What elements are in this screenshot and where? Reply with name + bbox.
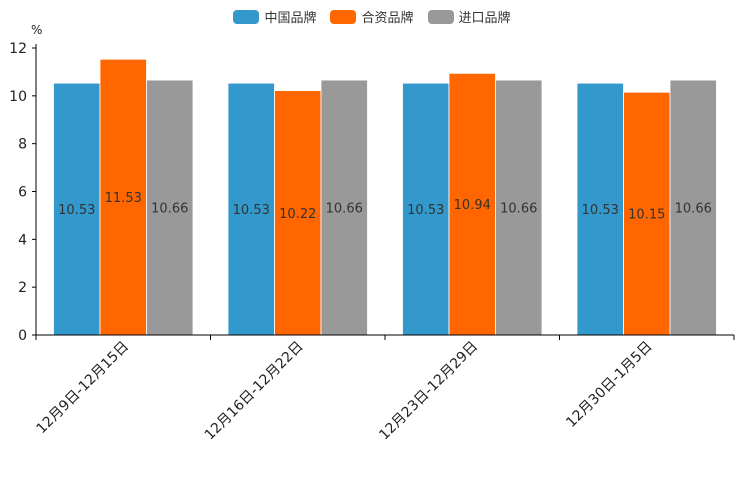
legend-swatch-import xyxy=(427,9,454,24)
bar-0-2[interactable] xyxy=(402,82,450,336)
bar-1-0[interactable] xyxy=(99,58,147,336)
y-tick-label: 4 xyxy=(18,232,27,248)
data-label-1-3: 10.15 xyxy=(628,208,665,223)
data-label-2-1: 10.66 xyxy=(326,202,363,217)
y-tick-label: 8 xyxy=(18,137,27,153)
y-unit-label: % xyxy=(31,23,42,37)
data-label-1-1: 10.22 xyxy=(279,207,316,222)
legend-item-china[interactable]: 中国品牌 xyxy=(233,7,316,26)
legend-swatch-china xyxy=(233,9,260,24)
data-label-1-2: 10.94 xyxy=(454,198,491,213)
data-label-0-3: 10.53 xyxy=(582,203,619,218)
legend-item-import[interactable]: 进口品牌 xyxy=(427,7,511,26)
bar-1-2[interactable] xyxy=(448,72,496,336)
bar-2-2[interactable] xyxy=(495,79,543,336)
data-label-0-1: 10.53 xyxy=(233,203,270,218)
y-tick-label: 0 xyxy=(18,328,27,344)
bar-1-1[interactable] xyxy=(274,90,322,336)
legend-label-import: 进口品牌 xyxy=(458,11,511,26)
bar-0-1[interactable] xyxy=(227,82,275,336)
data-label-0-0: 10.53 xyxy=(58,203,95,218)
x-tick-label: 12月9日-12月15日 xyxy=(34,339,133,438)
legend-item-joint[interactable]: 合资品牌 xyxy=(330,7,414,26)
bar-2-1[interactable] xyxy=(320,79,368,336)
x-tick-label: 12月30日-1月5日 xyxy=(563,339,655,431)
legend-label-china: 中国品牌 xyxy=(264,11,317,26)
y-tick-label: 6 xyxy=(18,185,27,201)
bar-0-3[interactable] xyxy=(576,82,624,336)
legend-label-joint: 合资品牌 xyxy=(361,11,414,26)
legend-swatch-joint xyxy=(330,9,357,24)
bar-2-3[interactable] xyxy=(669,79,717,336)
data-label-0-2: 10.53 xyxy=(407,203,444,218)
y-tick-label: 10 xyxy=(9,89,27,105)
y-tick-label: 2 xyxy=(18,280,27,296)
x-tick-label: 12月23日-12月29日 xyxy=(376,339,481,444)
bar-1-3[interactable] xyxy=(623,91,671,336)
data-label-1-0: 11.53 xyxy=(105,191,142,206)
data-label-2-3: 10.66 xyxy=(675,202,712,217)
data-label-2-0: 10.66 xyxy=(151,202,188,217)
data-label-2-2: 10.66 xyxy=(500,202,537,217)
y-tick-label: 12 xyxy=(9,41,27,57)
legend: 中国品牌 合资品牌 进口品牌 xyxy=(0,7,744,26)
x-tick-label: 12月16日-12月22日 xyxy=(202,339,307,444)
